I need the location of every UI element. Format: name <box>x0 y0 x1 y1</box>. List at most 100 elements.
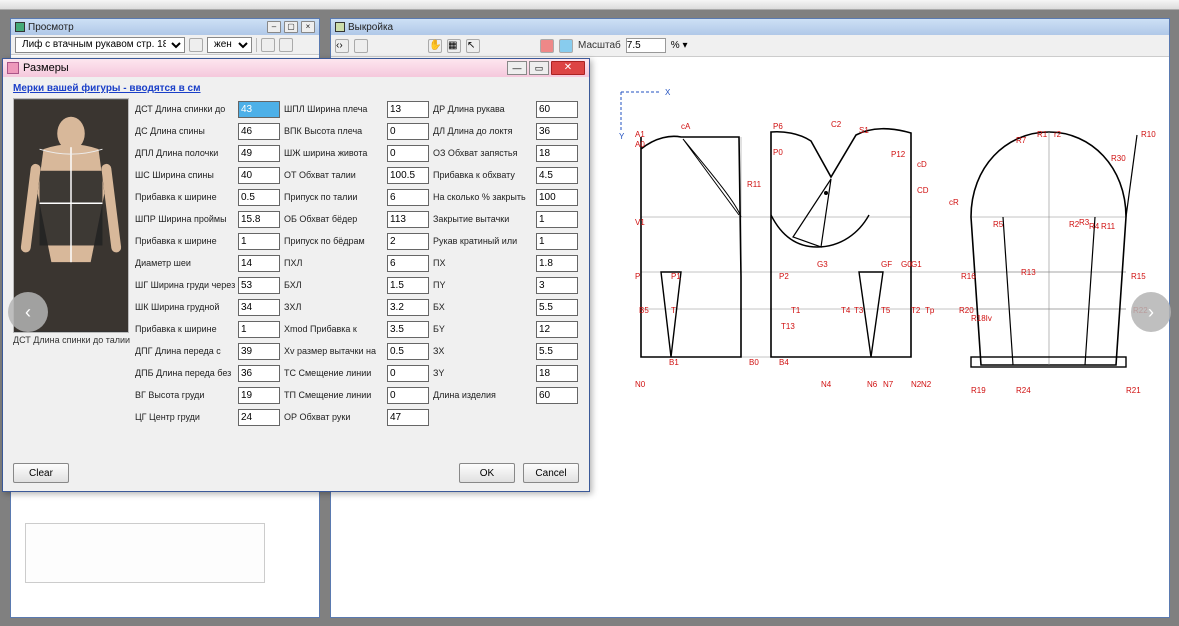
scale-input[interactable] <box>626 38 666 53</box>
measurement-input[interactable] <box>387 233 429 250</box>
measurement-label: ШПЛ Ширина плеча <box>284 104 386 114</box>
preview-min-button[interactable]: – <box>267 21 281 33</box>
gender-select[interactable]: жен <box>207 37 252 53</box>
measurement-input[interactable] <box>387 343 429 360</box>
ok-button[interactable]: OK <box>459 463 515 483</box>
measurement-input[interactable] <box>536 101 578 118</box>
svg-text:C2: C2 <box>831 120 842 129</box>
measurement-input[interactable] <box>536 255 578 272</box>
measurement-input[interactable] <box>238 365 280 382</box>
measurement-label: ДЛ Длина до локтя <box>433 126 535 136</box>
measurement-row: ЗХ <box>433 340 579 362</box>
measurement-input[interactable] <box>536 167 578 184</box>
svg-text:R4: R4 <box>1089 222 1100 231</box>
svg-text:CD: CD <box>917 186 929 195</box>
measurement-input[interactable] <box>536 365 578 382</box>
pointer-icon[interactable]: ↖ <box>466 39 480 53</box>
svg-text:R18Iv: R18Iv <box>971 314 992 323</box>
measurement-input[interactable] <box>387 211 429 228</box>
measurement-label: БХ <box>433 302 535 312</box>
measurement-label: БХЛ <box>284 280 386 290</box>
measurement-input[interactable] <box>536 211 578 228</box>
dialog-max-button[interactable]: ▭ <box>529 61 549 75</box>
prev-image-button[interactable]: ‹ <box>8 292 48 332</box>
layer2-icon[interactable] <box>559 39 573 53</box>
layer1-icon[interactable] <box>540 39 554 53</box>
measurement-input[interactable] <box>238 167 280 184</box>
clear-button[interactable]: Clear <box>13 463 69 483</box>
measurement-input[interactable] <box>536 233 578 250</box>
svg-text:T3: T3 <box>854 306 864 315</box>
grid-icon[interactable]: ▦ <box>447 39 461 53</box>
dialog-titlebar[interactable]: Размеры — ▭ ✕ <box>3 59 589 77</box>
svg-text:N2: N2 <box>921 380 932 389</box>
measurement-input[interactable] <box>536 189 578 206</box>
measurement-input[interactable] <box>238 123 280 140</box>
svg-text:G1: G1 <box>911 260 922 269</box>
measurement-input[interactable] <box>387 409 429 426</box>
measurement-input[interactable] <box>238 189 280 206</box>
measurement-row: ОЗ Обхват запястья <box>433 142 579 164</box>
measurement-label: ОТ Обхват талии <box>284 170 386 180</box>
preview-max-button[interactable]: ▢ <box>284 21 298 33</box>
measurement-input[interactable] <box>536 387 578 404</box>
measurements-help-link[interactable]: Мерки вашей фигуры - вводятся в см <box>13 83 579 94</box>
measurement-input[interactable] <box>387 189 429 206</box>
svg-text:R21: R21 <box>1126 386 1141 395</box>
dropdown-icon[interactable] <box>189 38 203 52</box>
cancel-button[interactable]: Cancel <box>523 463 579 483</box>
measurement-input[interactable] <box>536 277 578 294</box>
measurement-row: Длина изделия <box>433 384 579 406</box>
dialog-close-button[interactable]: ✕ <box>551 61 585 75</box>
measurement-input[interactable] <box>536 343 578 360</box>
hand-tool-icon[interactable]: ✋ <box>428 39 442 53</box>
measurement-input[interactable] <box>536 321 578 338</box>
pattern-select[interactable]: Лиф с втачным рукавом стр. 181-225 <box>15 37 185 53</box>
measurement-input[interactable] <box>387 365 429 382</box>
preview-titlebar[interactable]: Просмотр – ▢ × <box>11 19 319 35</box>
measurement-input[interactable] <box>238 321 280 338</box>
tool-icon-1[interactable] <box>261 38 275 52</box>
measurement-input[interactable] <box>536 123 578 140</box>
code-view-icon[interactable]: ‹› <box>335 39 349 53</box>
measurement-row: ШПР Ширина проймы <box>135 208 281 230</box>
measurement-input[interactable] <box>238 343 280 360</box>
measurement-input[interactable] <box>238 409 280 426</box>
measurement-label: ТП Смещение линии <box>284 390 386 400</box>
page-icon[interactable] <box>354 39 368 53</box>
measurement-input[interactable] <box>387 321 429 338</box>
tool-icon-2[interactable] <box>279 38 293 52</box>
measurement-input[interactable] <box>238 211 280 228</box>
measurement-input[interactable] <box>387 255 429 272</box>
measurement-input[interactable] <box>387 299 429 316</box>
measurement-input[interactable] <box>387 387 429 404</box>
measurement-input[interactable] <box>238 255 280 272</box>
dialog-min-button[interactable]: — <box>507 61 527 75</box>
measurement-input[interactable] <box>387 277 429 294</box>
measurement-input[interactable] <box>387 101 429 118</box>
measurement-label: ЦГ Центр груди <box>135 412 237 422</box>
measurement-label: ЗY <box>433 368 535 378</box>
preview-thumbnail <box>25 523 265 583</box>
measurement-input[interactable] <box>387 123 429 140</box>
measurement-row: ШГ Ширина груди через <box>135 274 281 296</box>
pattern-titlebar[interactable]: Выкройка <box>331 19 1169 35</box>
svg-text:R24: R24 <box>1016 386 1031 395</box>
measurement-input[interactable] <box>238 101 280 118</box>
measurement-input[interactable] <box>387 145 429 162</box>
preview-close-button[interactable]: × <box>301 21 315 33</box>
measurement-row: На сколько % закрыть <box>433 186 579 208</box>
next-image-button[interactable]: › <box>1131 292 1171 332</box>
measurement-input[interactable] <box>536 145 578 162</box>
measurements-dialog: Размеры — ▭ ✕ Мерки вашей фигуры - вводя… <box>2 58 590 492</box>
measurement-input[interactable] <box>238 145 280 162</box>
measurement-input[interactable] <box>238 277 280 294</box>
measurement-row: БY <box>433 318 579 340</box>
svg-text:T5: T5 <box>881 306 891 315</box>
measurement-input[interactable] <box>238 299 280 316</box>
measurement-input[interactable] <box>536 299 578 316</box>
measurement-input[interactable] <box>387 167 429 184</box>
measurement-label: ШК Ширина грудной <box>135 302 237 312</box>
measurement-input[interactable] <box>238 387 280 404</box>
measurement-input[interactable] <box>238 233 280 250</box>
